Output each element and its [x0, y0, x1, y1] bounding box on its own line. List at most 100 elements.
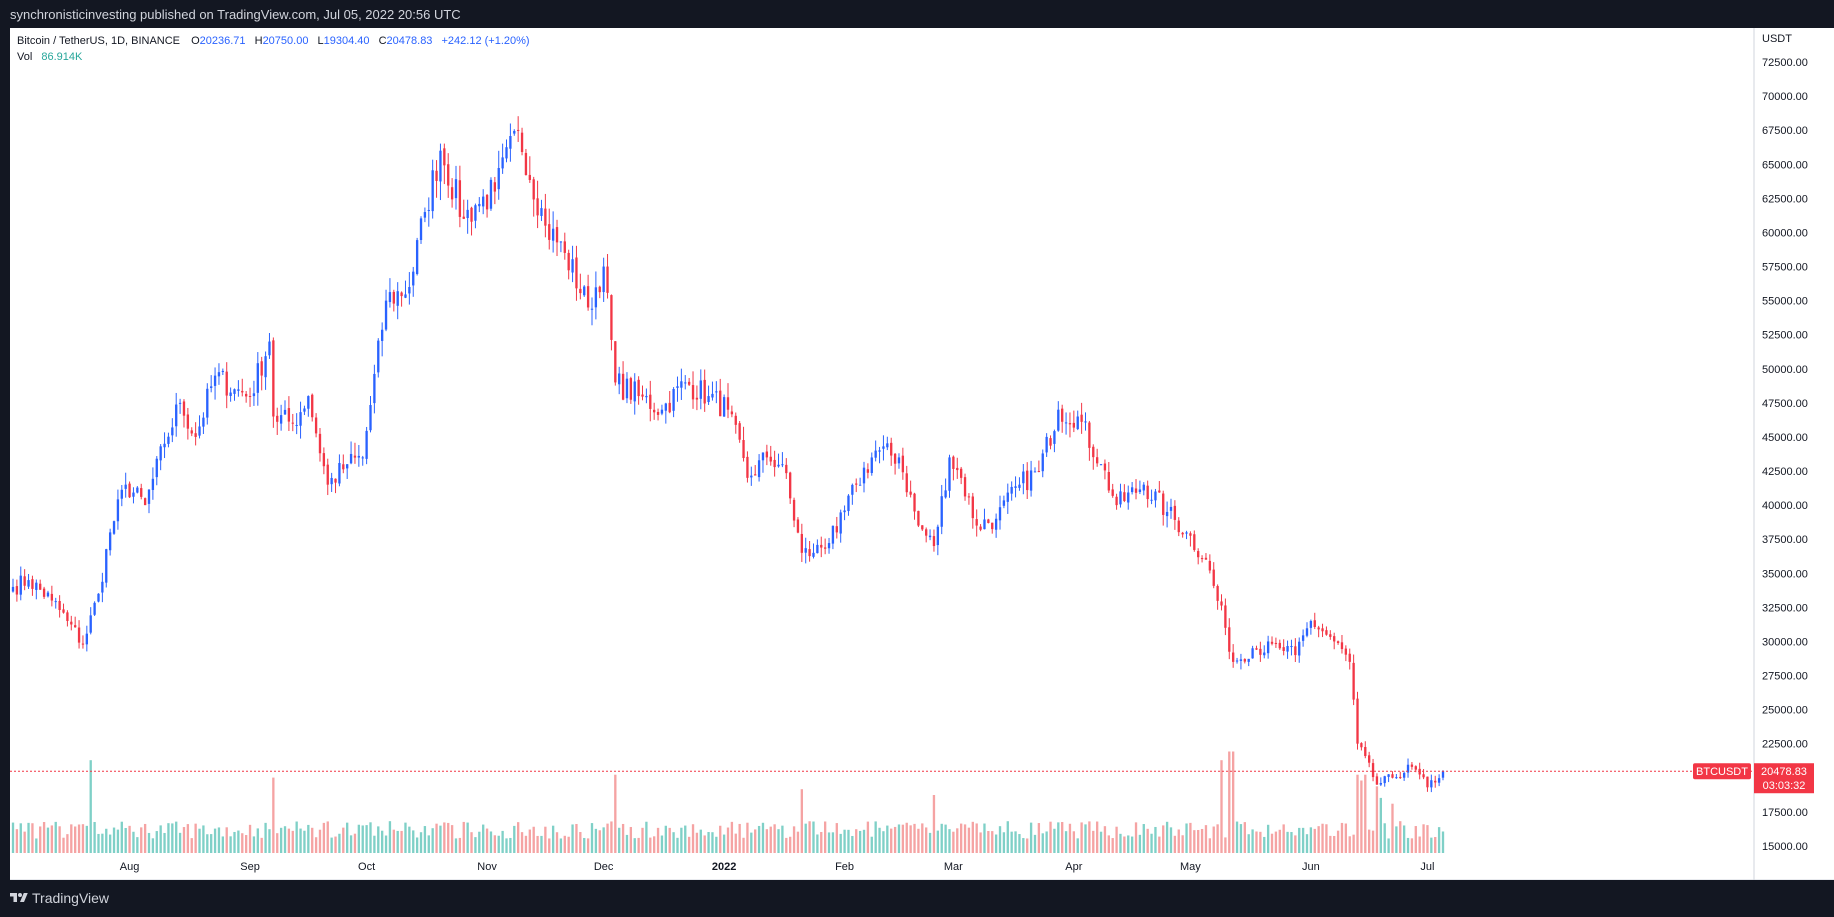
candle-body	[672, 389, 675, 411]
volume-bar	[994, 834, 998, 853]
volume-bar	[1072, 831, 1076, 853]
candle-body	[598, 286, 601, 293]
volume-bar	[42, 822, 46, 853]
candle-body	[167, 436, 170, 444]
candle-body	[532, 179, 535, 200]
candle-body	[559, 241, 563, 243]
volume-bar	[1107, 835, 1110, 853]
volume-bar	[641, 827, 644, 853]
candle-body	[575, 257, 578, 289]
candle-body	[967, 496, 971, 498]
volume-bar	[827, 832, 831, 853]
volume-bar	[983, 823, 986, 853]
volume-bar	[1185, 823, 1188, 853]
legend-change: +242.12 (+1.20%)	[442, 35, 530, 47]
volume-bar	[380, 830, 384, 853]
volume-bar	[594, 828, 598, 853]
candle-body	[1430, 780, 1433, 788]
volume-bar	[769, 826, 772, 853]
candle-body	[1099, 464, 1103, 466]
volume-bar	[1364, 774, 1367, 853]
volume-bar	[548, 838, 551, 853]
volume-bar	[349, 835, 353, 853]
candle-body	[342, 464, 345, 470]
price-tick-label: 67500.00	[1762, 125, 1808, 137]
candle-body	[248, 395, 252, 397]
volume-bar	[217, 827, 221, 853]
volume-bar	[528, 829, 531, 853]
volume-bar	[171, 823, 174, 853]
candle-body	[963, 477, 967, 497]
candle-body	[241, 390, 244, 393]
candle-body	[11, 586, 15, 592]
volume-layer	[11, 751, 1445, 853]
candle-body	[1204, 557, 1208, 560]
volume-bar	[1224, 837, 1227, 853]
candle-body	[1344, 648, 1348, 655]
volume-bar	[730, 821, 734, 853]
candle-body	[105, 549, 108, 583]
candle-body	[128, 483, 131, 498]
volume-bar	[1426, 825, 1429, 853]
volume-bar	[699, 829, 702, 853]
price-tick-label: 15000.00	[1762, 841, 1808, 853]
volume-bar	[155, 831, 158, 853]
volume-bar	[1290, 832, 1293, 853]
candle-body	[202, 417, 205, 427]
volume-bar	[812, 821, 815, 853]
volume-bar	[346, 822, 349, 853]
candle-body	[641, 394, 644, 397]
volume-bar	[167, 823, 170, 853]
candle-body	[42, 588, 46, 597]
candle-body	[326, 464, 329, 485]
candle-body	[660, 409, 664, 414]
volume-bar	[555, 832, 559, 853]
candle-body	[70, 621, 73, 625]
price-tick-label: 50000.00	[1762, 364, 1808, 376]
volume-bar	[1305, 834, 1309, 853]
candle-body	[287, 408, 291, 422]
volume-bar	[93, 821, 96, 853]
candlestick-chart[interactable]: 72500.00 70000.00 67500.00 65000.00 62500.00…	[10, 28, 1834, 880]
candle-body	[1041, 453, 1044, 472]
volume-bar	[1169, 827, 1173, 853]
footer-brand[interactable]: TradingView	[32, 890, 110, 906]
price-tick-label: 65000.00	[1762, 159, 1808, 171]
volume-bar	[1298, 827, 1301, 853]
candle-body	[1150, 499, 1153, 501]
time-axis[interactable]: Aug Sep Oct Nov Dec 2022 Feb Mar Apr May Jun Jul	[120, 861, 1435, 873]
volume-bar	[89, 760, 92, 853]
volume-bar	[1441, 831, 1445, 853]
volume-bar	[194, 823, 197, 853]
candle-body	[808, 549, 811, 557]
candle-body	[839, 512, 842, 534]
candle-body	[1348, 653, 1351, 662]
candle-body	[820, 544, 823, 548]
candle-body	[944, 490, 947, 498]
volume-bar	[649, 837, 652, 853]
candle-body	[1321, 628, 1324, 632]
candle-body	[454, 179, 458, 199]
candle-body	[987, 519, 990, 523]
volume-bar	[684, 825, 687, 853]
candle-body	[478, 203, 481, 207]
volume-bar	[1142, 824, 1145, 853]
volume-bar	[233, 831, 236, 853]
candle-body	[583, 286, 586, 296]
volume-bar	[785, 837, 788, 853]
price-tick-label: 25000.00	[1762, 705, 1808, 717]
candle-body	[516, 129, 520, 131]
candle-body	[93, 602, 96, 615]
candle-body	[886, 443, 889, 448]
candle-body	[194, 433, 197, 437]
price-axis[interactable]: 72500.00 70000.00 67500.00 65000.00 62500.00…	[1762, 57, 1808, 853]
volume-bar	[182, 827, 186, 853]
candle-body	[27, 580, 30, 587]
price-tick-label: 27500.00	[1762, 671, 1808, 683]
volume-bar	[392, 829, 395, 853]
candle-body	[439, 150, 442, 182]
volume-bar	[851, 835, 854, 853]
candle-body	[1309, 620, 1313, 628]
volume-bar	[1162, 825, 1165, 853]
volume-bar	[120, 821, 123, 853]
